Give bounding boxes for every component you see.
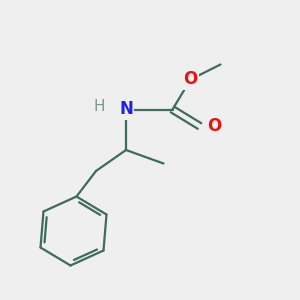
Text: O: O xyxy=(207,117,221,135)
Text: H: H xyxy=(93,99,105,114)
Text: O: O xyxy=(183,70,198,88)
Text: N: N xyxy=(119,100,133,118)
